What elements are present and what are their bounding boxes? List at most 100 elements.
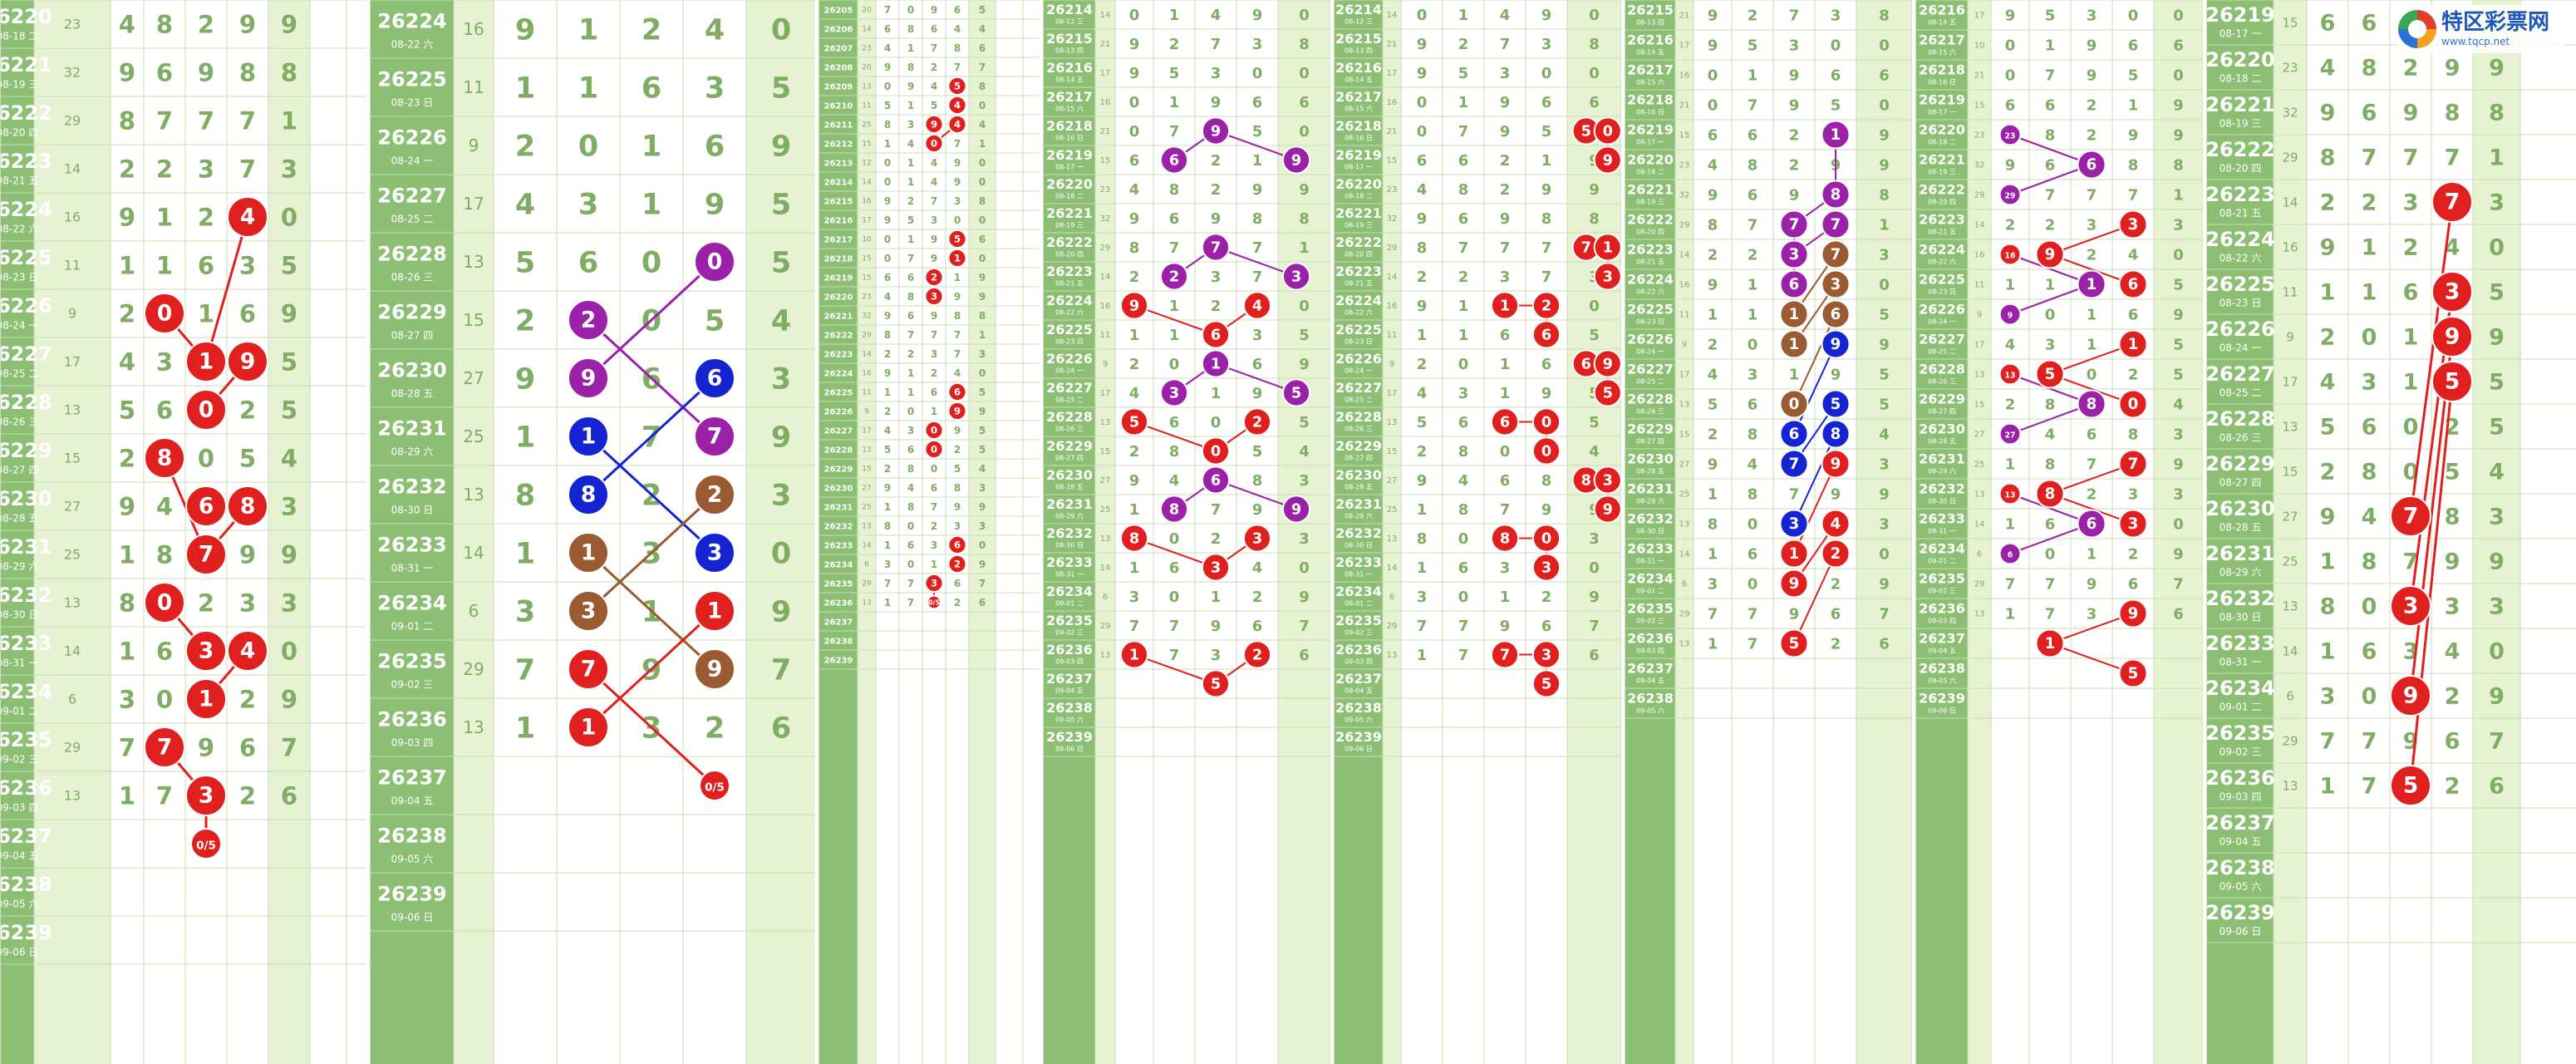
digit-value: 2 [642,14,661,47]
digit-value: 6 [2128,37,2139,54]
digit-value: 6 [1169,414,1180,431]
digit-value: 3 [1831,7,1841,24]
span-value: 20 [862,64,872,72]
ball-blue: 3 [694,532,735,574]
last-value: 9 [2489,684,2505,710]
digit-value: 4 [2320,56,2336,81]
issue-date: 08-14 五 [1636,49,1664,57]
span-value: 27 [1679,461,1690,470]
issue-number: 26217 [1627,62,1674,77]
digit-value: 1 [2087,336,2097,353]
digit-value: 0 [2087,366,2097,383]
ball-circle [1821,389,1851,419]
issue-number: 26217 [1046,89,1093,105]
ball-label: 13 [2005,490,2016,500]
digit-value: 2 [2403,235,2419,261]
digit-value: 2 [156,155,173,183]
ball-label: 8 [1169,501,1179,518]
trend-sheet-4: 26214 08-12 三 14 0 1 4 9 0 26215 08-13 四 21 9 2 7 3 8 26… [1043,0,1330,1064]
last-value: 6 [2489,774,2505,800]
ball-red: 9 [2118,598,2148,628]
issue-number: 26206 [824,26,853,35]
ball-red: 3 [2390,585,2431,627]
ball-circle [1593,116,1621,145]
digit-value: 2 [931,367,937,379]
digit-value: 8 [954,482,961,494]
digit-value: 9 [1129,210,1140,228]
ball-circle [2118,509,2148,539]
issue-date: 08-17 一 [2220,27,2262,39]
span-value: 21 [1974,71,1985,81]
digit-value: 7 [931,42,937,54]
digit-value: 8 [2362,549,2377,575]
issue-date: 09-02 三 [1636,618,1664,625]
digit-value: 5 [2045,7,2056,24]
ball-red: 5 [1571,116,1600,145]
digit-value: 6 [1458,152,1469,170]
ball-purple: 8 [1821,180,1851,209]
digit-value: 7 [1252,239,1263,257]
sheet-background [1044,0,1330,1064]
issue-number: 26233 [2206,632,2275,655]
digit-value: 7 [1500,239,1511,257]
digit-value: 7 [2320,729,2336,755]
digit-value: 6 [2045,515,2056,533]
span-value: 15 [862,140,871,149]
ball-red: 4 [947,95,967,116]
ball-label: 1 [1831,126,1841,144]
issue-date: 08-29 六 [1055,512,1084,520]
digit-value: 0 [1417,94,1428,111]
ball-label: 0 [157,301,172,327]
ball-label: 6 [2128,276,2139,293]
ball-circle [1998,362,2022,386]
span-value: 15 [1974,401,1985,410]
last-value: 5 [771,72,791,106]
span-value: 13 [862,83,871,91]
issue-column-bg [1625,0,1675,1064]
digit-value: 9 [1252,181,1263,199]
digit-value: 9 [198,733,214,761]
span-value: 15 [1387,447,1398,456]
digit-value: 0 [954,214,961,226]
span-value: 17 [1974,12,1985,21]
ball-label: 13 [2005,371,2016,380]
digit-value: 3 [2087,216,2097,234]
ball-red: 8 [1490,524,1520,553]
issue-date: 08-26 三 [2220,431,2262,443]
issue-date: 08-23 日 [391,96,434,108]
ball-circle [227,630,268,672]
digit-value: 6 [1129,152,1140,170]
last-value: 3 [771,363,791,397]
digit-value: 2 [119,299,135,328]
span-value: 21 [1387,127,1398,136]
last-value: 8 [979,81,986,92]
issue-number: 26222 [824,332,853,341]
ball-red: 9 [924,114,944,135]
issue-number: 26228 [2206,407,2275,431]
digit-value: 1 [884,138,891,150]
issue-number: 26216 [1919,2,1965,17]
issue-date: 08-28 五 [1345,484,1373,491]
issue-number: 26205 [824,7,853,16]
issue-number: 26226 [1046,351,1093,367]
digit-value: 1 [1417,647,1428,664]
span-value: 17 [1679,371,1690,380]
ball-red: 7 [2431,181,2473,223]
issue-column-bg [1916,0,1968,1064]
ball-label: 3 [1541,647,1551,663]
digit-value: 8 [1252,210,1263,228]
issue-number: 26228 [1919,361,1965,377]
issue-date: 09-06 日 [1055,746,1084,753]
digit-value: 1 [642,189,661,222]
ball-label: 9 [240,349,255,375]
span-value: 25 [64,547,81,563]
ball-brown: 3 [568,590,609,632]
digit-value: 0 [931,463,937,475]
digit-value: 8 [1169,443,1180,461]
digit-value: 7 [119,733,135,761]
issue-date: 08-16 日 [1345,135,1373,142]
